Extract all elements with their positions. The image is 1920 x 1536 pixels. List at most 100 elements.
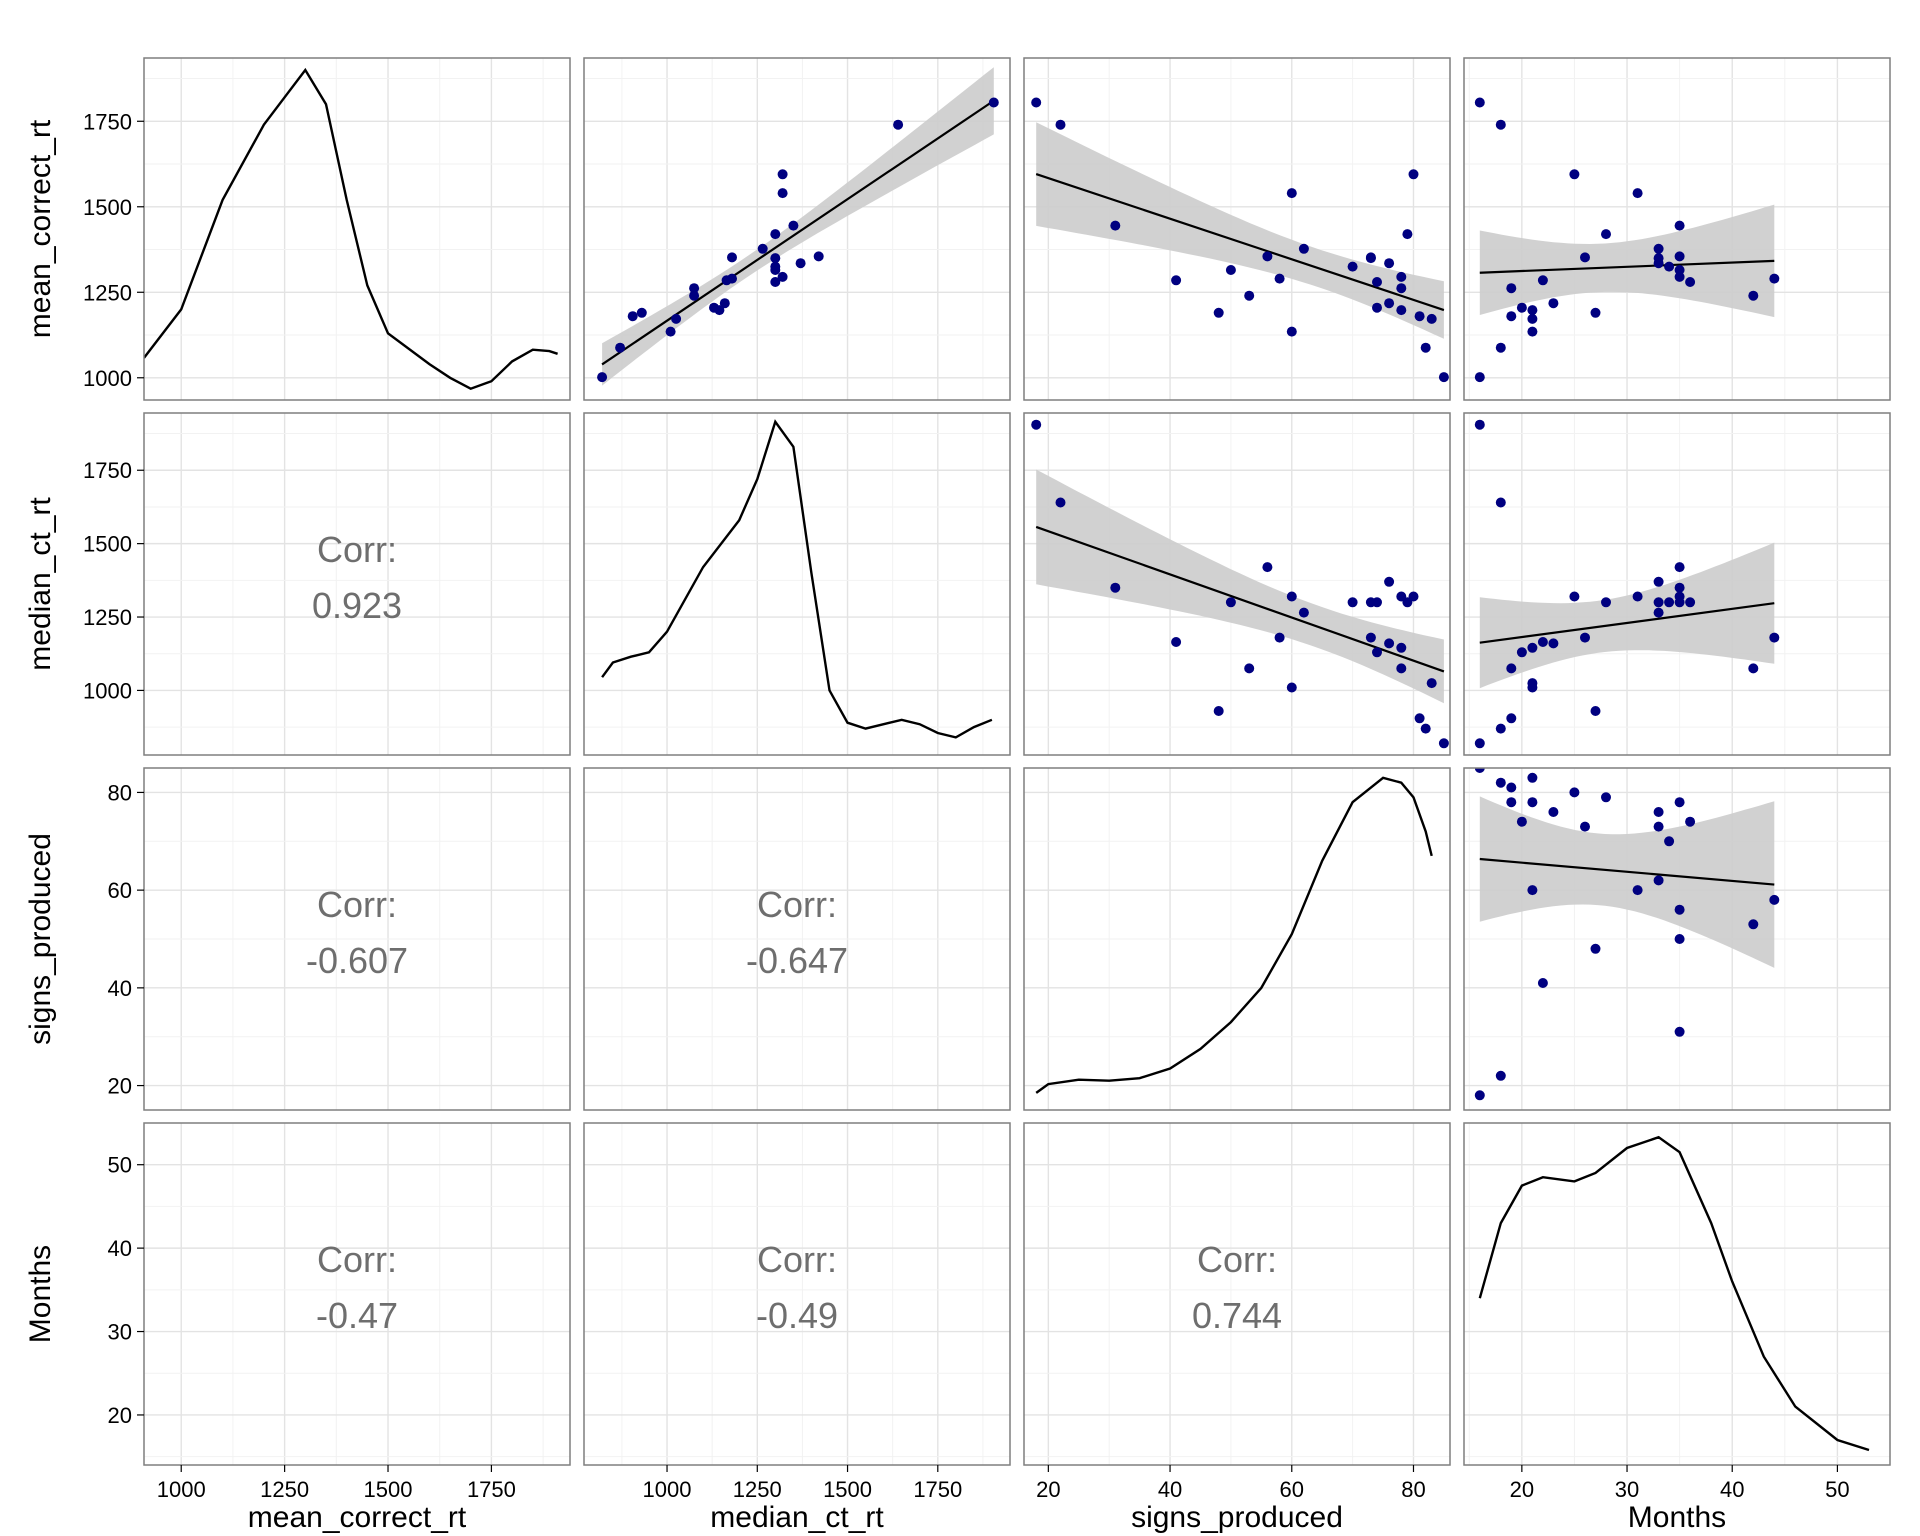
y-tick-label: 1000 <box>83 678 132 703</box>
scatter-point <box>1748 919 1759 930</box>
corr-label: Corr: <box>317 884 397 925</box>
scatter-point <box>1396 663 1407 674</box>
scatter-point <box>1548 807 1559 817</box>
scatter-point <box>1653 243 1664 254</box>
corr-value: -0.607 <box>306 940 408 981</box>
y-tick-label: 40 <box>108 1236 132 1261</box>
scatter-point <box>714 305 725 316</box>
density-curve-median_ct_rt <box>601 419 993 739</box>
panel-mean_correct_rt-vs-Months <box>1463 57 1891 401</box>
scatter-point <box>988 97 999 108</box>
corr-label: Corr: <box>757 1239 837 1280</box>
regression-line <box>1479 259 1775 274</box>
scatter-point <box>1426 678 1437 689</box>
scatter-point <box>1396 283 1407 294</box>
y-tick-label: 1750 <box>83 458 132 483</box>
scatter-point <box>795 258 806 269</box>
scatter-point <box>1408 169 1419 180</box>
scatter-point <box>1674 904 1685 915</box>
scatter-point <box>1298 607 1309 618</box>
scatter-point <box>1420 342 1431 353</box>
x-tick-label: 80 <box>1401 1477 1425 1502</box>
corr-label: Corr: <box>757 884 837 925</box>
y-axis-title-signs_produced: signs_produced <box>24 833 57 1045</box>
scatter-point <box>757 243 768 254</box>
x-tick-label: 50 <box>1825 1477 1849 1502</box>
scatter-point <box>1674 934 1685 944</box>
scatter-point <box>671 313 682 324</box>
scatter-point <box>1527 326 1538 337</box>
y-tick-label: 1500 <box>83 532 132 557</box>
scatter-point <box>1632 188 1643 199</box>
scatter-point <box>1286 188 1297 199</box>
scatter-point <box>1601 792 1611 803</box>
x-axis-title-median_ct_rt: median_ct_rt <box>710 1501 884 1534</box>
corr-label: Corr: <box>1197 1239 1277 1280</box>
scatter-point <box>1569 591 1580 602</box>
corr-label: Corr: <box>317 1239 397 1280</box>
scatter-point <box>1569 787 1580 798</box>
scatter-point <box>1474 768 1485 773</box>
scatter-point <box>1262 251 1273 262</box>
panel-mean_correct_rt-vs-mean_correct_rt <box>143 57 571 401</box>
scatter-point <box>727 273 737 284</box>
x-tick-label: 1000 <box>157 1477 206 1502</box>
y-tick-label: 40 <box>108 976 132 1001</box>
x-tick-label: 20 <box>1036 1477 1060 1502</box>
scatter-point <box>1664 597 1675 608</box>
corr-label: Corr: <box>317 529 397 570</box>
confidence-band <box>1479 204 1775 318</box>
scatter-point <box>727 252 737 263</box>
scatter-point <box>1372 647 1382 658</box>
y-tick-label: 1750 <box>83 109 132 134</box>
corr-value: -0.647 <box>746 940 848 981</box>
panel-Months-vs-median_ct_rt: Corr: -0.49 <box>583 1122 1011 1466</box>
scatter-point <box>1438 372 1449 383</box>
panel-grid <box>1464 1123 1890 1465</box>
scatter-point <box>893 119 904 130</box>
density-curve-Months <box>1478 1135 1870 1452</box>
scatter-point <box>1414 311 1425 322</box>
panel-border <box>1023 1122 1451 1466</box>
scatter-point <box>1396 305 1407 316</box>
scatter-point <box>1548 638 1559 649</box>
scatter-point <box>1527 313 1538 324</box>
y-tick-label: 1500 <box>83 195 132 220</box>
scatter-point <box>1110 582 1121 593</box>
panel-border <box>1463 767 1891 1111</box>
panel-grid <box>1024 1123 1450 1465</box>
y-tick-label: 20 <box>108 1074 132 1099</box>
scatter-point <box>636 307 647 318</box>
scatter-point <box>1516 647 1527 658</box>
scatter-point <box>1384 576 1395 587</box>
x-tick-label: 1750 <box>913 1477 962 1502</box>
scatter-point <box>1769 894 1780 905</box>
scatter-point <box>1590 706 1601 716</box>
y-axis-title-mean_correct_rt: mean_correct_rt <box>24 119 57 338</box>
scatter-point <box>1438 738 1449 749</box>
scatter-point <box>1506 797 1517 808</box>
density-curve-mean_correct_rt <box>144 67 558 391</box>
panel-border <box>583 57 1011 401</box>
x-axis-title-mean_correct_rt: mean_correct_rt <box>248 1501 467 1534</box>
regression-line <box>1035 173 1445 312</box>
scatter-point <box>1748 290 1759 301</box>
confidence-band <box>1479 796 1775 968</box>
scatter-point <box>1527 678 1538 689</box>
scatter-point <box>597 372 608 383</box>
scatter-point <box>1396 591 1407 602</box>
y-tick-label: 30 <box>108 1320 132 1345</box>
scatter-point <box>1674 591 1685 602</box>
panel-grid <box>144 58 570 400</box>
y-tick-label: 60 <box>108 878 132 903</box>
x-axis-title-Months: Months <box>1628 1501 1726 1534</box>
scatter-point <box>1244 663 1255 674</box>
scatter-point <box>1286 326 1297 337</box>
scatter-point <box>1365 253 1376 264</box>
panel-border <box>1463 412 1891 756</box>
panel-grid <box>584 58 1010 400</box>
scatter-point <box>1372 277 1382 287</box>
scatter-point <box>1590 307 1601 318</box>
panel-median_ct_rt-vs-mean_correct_rt: Corr: 0.923 <box>143 412 571 756</box>
panel-border <box>583 1122 1011 1466</box>
